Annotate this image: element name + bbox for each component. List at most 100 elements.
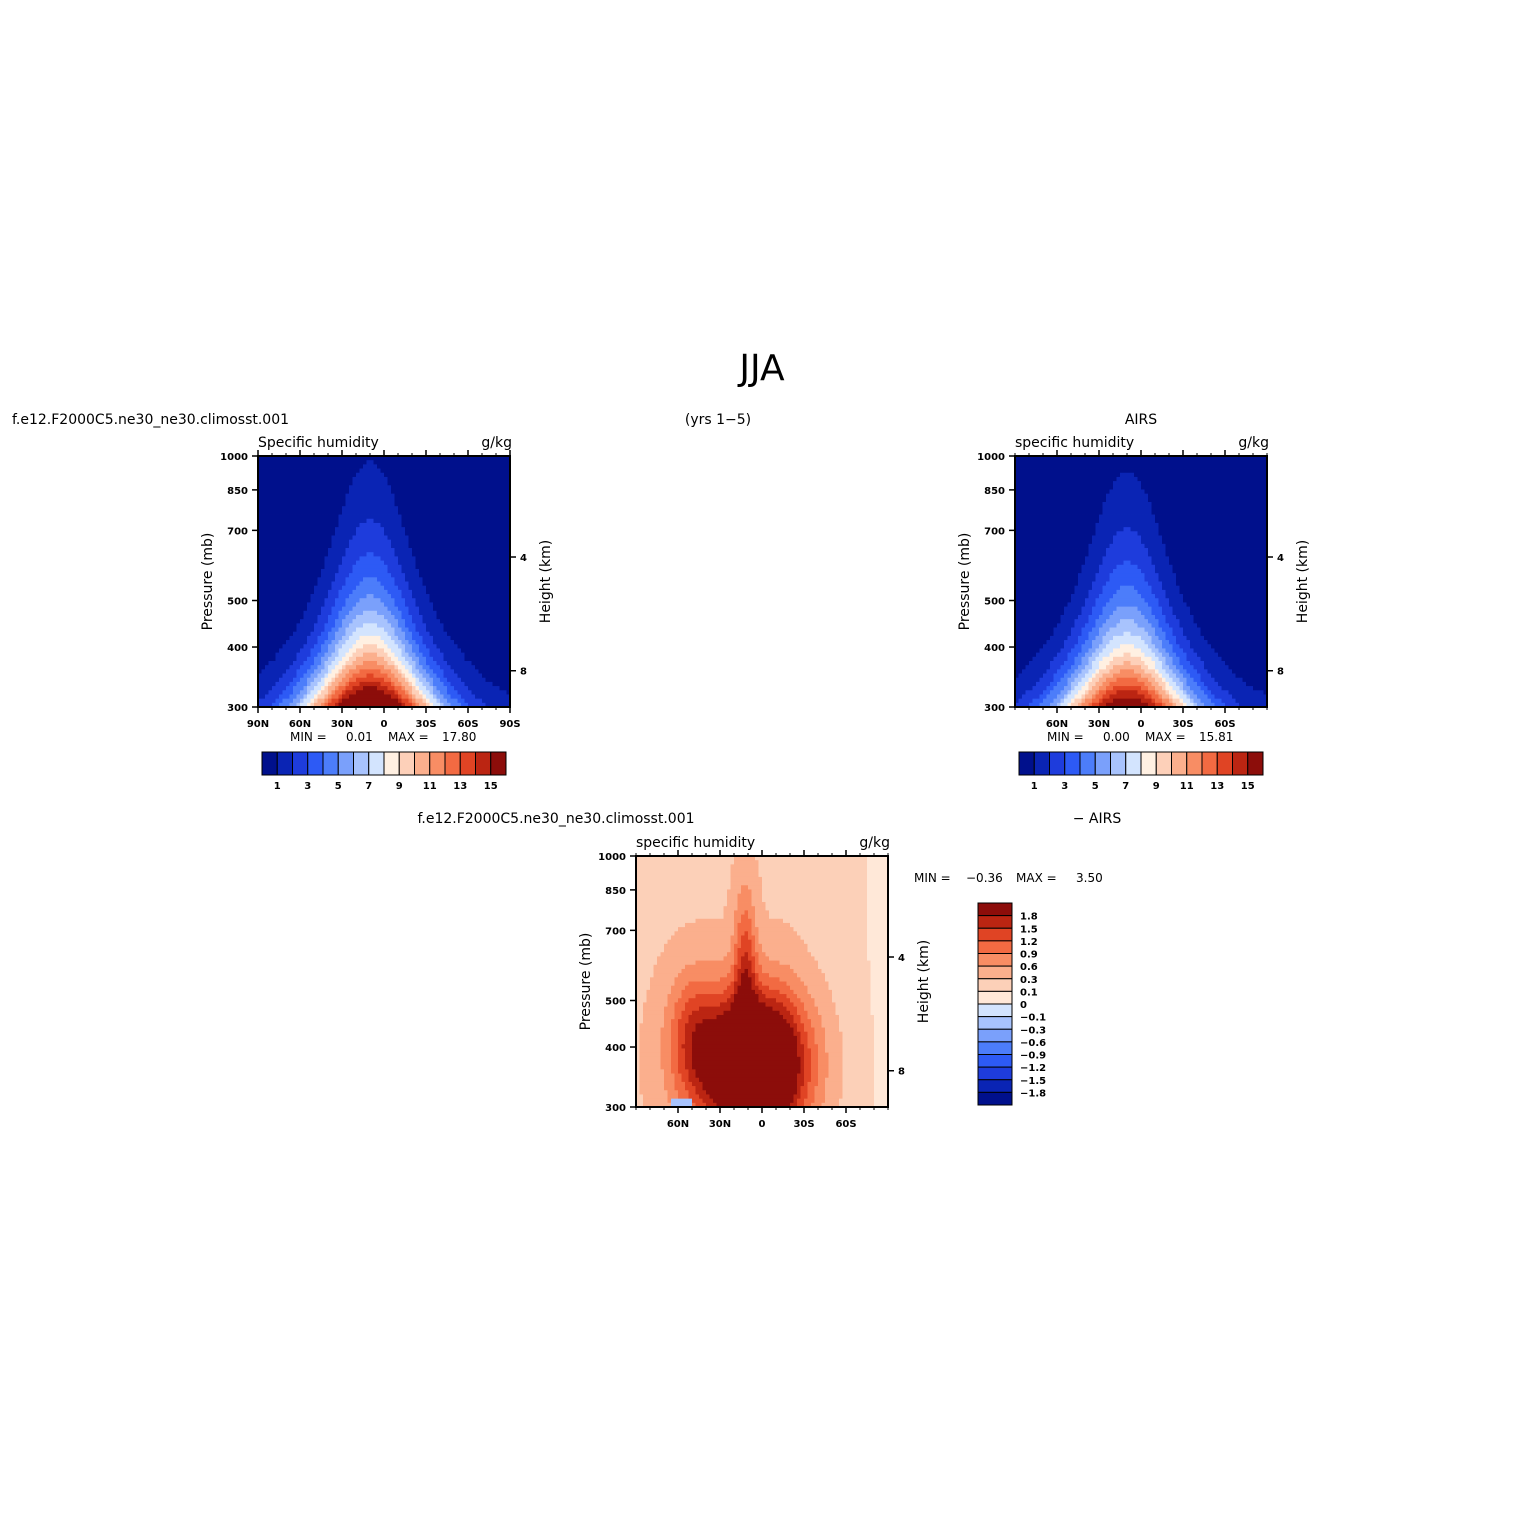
contour-cell	[499, 648, 504, 654]
contour-cell	[1039, 677, 1044, 683]
contour-cell	[366, 648, 371, 654]
contour-cell	[335, 614, 339, 620]
contour-cell	[450, 543, 455, 549]
contour-cell	[1032, 456, 1037, 461]
contour-cell	[1032, 527, 1037, 532]
contour-cell	[408, 690, 413, 695]
contour-cell	[412, 644, 416, 649]
contour-cell	[1036, 677, 1040, 683]
contour-cell	[1043, 522, 1047, 528]
contour-cell	[345, 510, 350, 515]
contour-cell	[1029, 456, 1033, 461]
contour-cell	[321, 543, 325, 549]
contour-cell	[307, 627, 311, 633]
colorbar-box	[490, 751, 507, 776]
contour-cell	[482, 493, 486, 499]
contour-cell	[387, 506, 392, 511]
contour-cell	[475, 564, 479, 570]
contour-cell	[1039, 648, 1044, 654]
contour-cell	[363, 527, 367, 532]
contour-cell	[475, 560, 479, 566]
contour-cell	[265, 635, 269, 641]
contour-cell	[268, 522, 273, 528]
contour-cell	[443, 627, 448, 633]
contour-cell	[282, 481, 287, 486]
contour-cell	[471, 606, 476, 612]
contour-cell	[359, 552, 364, 557]
contour-cell	[345, 681, 350, 687]
contour-cell	[356, 476, 360, 482]
contour-cell	[268, 560, 273, 566]
contour-cell	[359, 640, 364, 645]
contour-cell	[293, 702, 297, 708]
contour-cell	[321, 598, 325, 603]
contour-cell	[464, 556, 469, 561]
contour-cell	[310, 644, 315, 649]
contour-cell	[377, 514, 381, 520]
contour-cell	[321, 556, 325, 561]
top-left-header: f.e12.F2000C5.ne30_ne30.climosst.001	[12, 412, 289, 428]
contour-cell	[310, 502, 315, 507]
contour-cell	[429, 694, 434, 700]
contour-cell	[447, 631, 451, 637]
contour-cell	[286, 648, 290, 654]
contour-cell	[265, 690, 269, 695]
contour-cell	[1015, 640, 1019, 645]
contour-cell	[377, 560, 381, 566]
contour-cell	[422, 585, 427, 591]
contour-cell	[492, 648, 497, 654]
contour-cell	[415, 631, 420, 637]
contour-cell	[307, 502, 311, 507]
contour-cell	[440, 560, 444, 566]
contour-cell	[272, 656, 276, 662]
contour-cell	[468, 594, 472, 599]
contour-cell	[443, 681, 448, 687]
contour-cell	[373, 560, 378, 566]
contour-cell	[419, 669, 423, 674]
contour-cell	[489, 602, 493, 607]
contour-cell	[457, 527, 462, 532]
contour-cell	[349, 460, 353, 465]
contour-cell	[447, 594, 451, 599]
min-label: MIN =	[290, 730, 327, 744]
contour-cell	[359, 485, 364, 490]
contour-cell	[464, 635, 469, 641]
contour-cell	[342, 589, 346, 595]
contour-cell	[506, 481, 511, 486]
contour-cell	[303, 502, 308, 507]
contour-cell	[398, 610, 402, 616]
contour-cell	[363, 669, 367, 674]
contour-cell	[471, 602, 476, 607]
contour-cell	[440, 665, 444, 670]
contour-cell	[401, 489, 406, 495]
contour-cell	[489, 652, 493, 658]
contour-cell	[272, 460, 276, 465]
contour-cell	[450, 506, 455, 511]
contour-cell	[503, 665, 507, 670]
contour-cell	[296, 669, 301, 674]
contour-cell	[359, 573, 364, 578]
contour-cell	[405, 610, 409, 616]
contour-cell	[338, 644, 343, 649]
contour-cell	[335, 560, 339, 566]
contour-cell	[317, 514, 322, 520]
contour-cell	[1015, 514, 1019, 520]
contour-cell	[1015, 464, 1019, 469]
contour-cell	[391, 660, 395, 666]
contour-cell	[454, 497, 458, 503]
contour-cell	[464, 648, 469, 654]
contour-cell	[443, 677, 448, 683]
contour-cell	[1032, 468, 1037, 474]
contour-cell	[450, 669, 455, 674]
contour-cell	[496, 644, 500, 649]
contour-cell	[499, 560, 504, 566]
contour-cell	[408, 635, 413, 641]
contour-cell	[422, 535, 427, 541]
contour-cell	[478, 560, 483, 566]
contour-cell	[377, 589, 381, 595]
contour-cell	[363, 502, 367, 507]
contour-cell	[426, 594, 430, 599]
colorbar-box	[429, 751, 446, 776]
contour-cell	[380, 602, 385, 607]
contour-cell	[496, 598, 500, 603]
